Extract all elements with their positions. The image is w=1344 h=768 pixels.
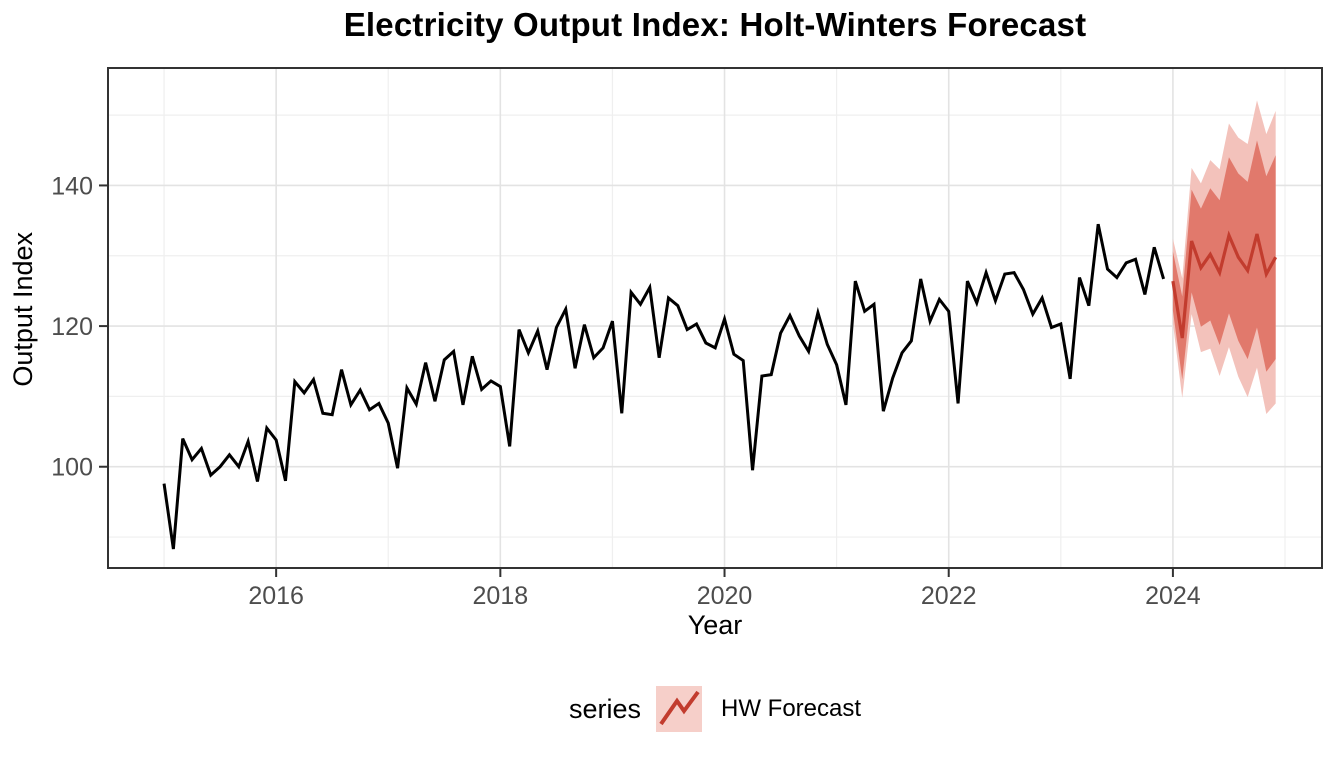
forecast-legend-key-icon [656, 686, 702, 732]
panel-border [107, 67, 1323, 569]
legend-title: series [568, 693, 641, 724]
x-tick-label: 2022 [921, 582, 977, 610]
x-axis-title: Year [687, 610, 743, 640]
x-tick-label: 2016 [248, 582, 304, 610]
historical-line [162, 223, 1166, 550]
x-tick-label: 2018 [473, 582, 529, 610]
legend-item-label: HW Forecast [721, 695, 862, 722]
x-tick-label: 2020 [697, 582, 753, 610]
x-tick-label: 2024 [1145, 582, 1201, 610]
chart-title: Electricity Output Index: Holt-Winters F… [343, 6, 1087, 43]
forecast-line [1171, 230, 1278, 339]
y-tick-label: 100 [51, 454, 93, 482]
y-tick-label: 140 [51, 172, 93, 200]
legend-key-svg [656, 686, 702, 732]
legend: series HW Forecast [108, 686, 1322, 732]
y-tick-label: 120 [51, 313, 93, 341]
legend-key-line [659, 690, 700, 726]
